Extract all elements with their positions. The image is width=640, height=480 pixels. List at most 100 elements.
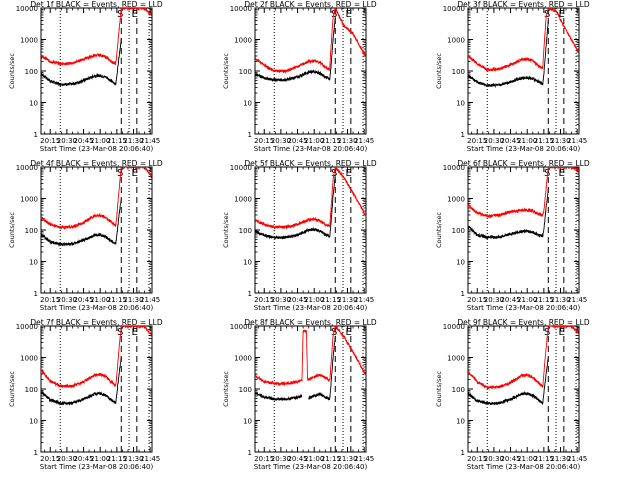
x-tick-label: 20:30 [271,137,291,145]
y-tick-label: 1000 [20,196,38,204]
y-tick-label: 10 [243,259,252,267]
y-tick-label: 10 [29,100,38,108]
y-tick-label: 1000 [234,196,252,204]
marker-label-e: E [131,9,137,20]
x-tick-label: 20:30 [57,455,77,463]
series-traces [41,167,152,248]
x-tick-label: 21:00 [517,296,537,304]
y-tick-label: 10 [29,418,38,426]
y-tick-label: 1 [461,131,465,139]
panel-det-5: 1 10 100 1000 10000 20:1520:3020:4521:0021:15… [222,159,377,312]
series-line-lld [468,8,579,72]
y-axis-label: Counts/sec [8,212,16,248]
y-tick-label: 1 [461,449,465,457]
plot-frame [467,166,580,294]
marker-label-e: E [131,327,137,338]
y-tick-label: 10 [243,418,252,426]
series-line-lld [468,326,579,390]
marker-label-s: S [544,327,550,338]
series-line-events [41,38,122,88]
marker-lines [486,326,577,452]
x-tick-label: 21:00 [304,455,324,463]
y-tick-label: 1 [34,449,38,457]
y-tick-label: 100 [452,68,465,76]
x-tick-label: 21:30 [550,296,570,304]
x-tick-label: 21:15 [321,137,341,145]
y-tick-label: 1 [34,290,38,298]
series-line-events [255,335,336,402]
x-tick-label: 21:30 [550,455,570,463]
panel-det-4: 1 10 100 1000 10000 20:1520:3020:4521:0021:15… [8,159,163,312]
panel-title: Det 7f BLACK = Events, RED = LLD [30,318,163,327]
y-tick-label: 10 [243,100,252,108]
marker-lines [273,167,364,293]
y-tick-label: 10000 [16,164,38,172]
y-tick-label: 100 [25,227,38,235]
y-tick-label: 10000 [443,5,465,13]
x-tick-label: 20:30 [271,455,291,463]
x-tick-label: 20:15 [467,137,487,145]
y-tick-label: 100 [25,386,38,394]
x-tick-label: 21:45 [140,137,160,145]
y-axis-label: Counts/sec [8,53,16,89]
x-tick-label: 21:15 [107,137,127,145]
panel-det-9: 1 10 100 1000 10000 20:1520:3020:4521:0021:15… [435,318,590,471]
series-line-lld [41,326,152,389]
y-tick-label: 100 [239,386,252,394]
y-tick-label: 1000 [447,37,465,45]
x-tick-label: 21:00 [90,296,110,304]
x-axis-label: Start Time (23-Mar-08 20:06:40) [467,145,581,153]
x-tick-label: 21:15 [534,137,554,145]
x-tick-label: 20:45 [500,455,520,463]
y-tick-label: 10000 [443,164,465,172]
y-tick-label: 1000 [20,37,38,45]
x-tick-label: 20:30 [57,296,77,304]
marker-label-s: S [117,9,123,20]
marker-lines [59,8,150,134]
series-traces [255,167,366,240]
y-tick-label: 1 [461,290,465,298]
x-axis-label: Start Time (23-Mar-08 20:06:40) [40,463,154,471]
marker-label-s: S [117,327,123,338]
x-tick-label: 21:30 [337,296,357,304]
y-axis-label: Counts/sec [435,371,443,407]
y-tick-label: 100 [239,68,252,76]
y-tick-label: 1 [34,131,38,139]
x-tick-label: 20:45 [73,296,93,304]
x-tick-label: 21:45 [567,296,587,304]
marker-lines [59,167,150,293]
x-tick-label: 21:00 [90,137,110,145]
x-tick-label: 21:00 [517,137,537,145]
y-axis-label: Counts/sec [435,53,443,89]
x-tick-label: 20:15 [40,137,60,145]
panel-title: Det 1f BLACK = Events, RED = LLD [30,0,163,9]
x-axis-label: Start Time (23-Mar-08 20:06:40) [40,304,154,312]
series-line-events [468,187,549,240]
x-axis-label: Start Time (23-Mar-08 20:06:40) [254,463,368,471]
x-tick-label: 20:15 [467,296,487,304]
x-tick-label: 21:45 [567,137,587,145]
y-axis-label: Counts/sec [8,371,16,407]
x-tick-label: 21:30 [123,296,143,304]
marker-label-e: E [558,168,564,179]
x-tick-label: 21:30 [337,137,357,145]
marker-lines [273,8,364,134]
marker-lines [486,8,577,134]
x-tick-label: 21:45 [567,455,587,463]
x-tick-label: 21:00 [517,455,537,463]
panel-title: Det 9f BLACK = Events, RED = LLD [457,318,590,327]
series-line-lld [255,326,366,387]
marker-label-e: E [345,327,351,338]
series-line-events [468,357,549,406]
series-line-lld [41,167,152,231]
series-traces [41,8,152,88]
x-tick-label: 21:30 [123,455,143,463]
panel-title: Det 8f BLACK = Events, RED = LLD [244,318,377,327]
x-axis-label: Start Time (23-Mar-08 20:06:40) [254,145,368,153]
x-tick-label: 20:15 [254,137,274,145]
x-tick-label: 20:45 [500,296,520,304]
x-tick-label: 21:00 [90,455,110,463]
series-line-lld [468,167,579,219]
x-axis-label: Start Time (23-Mar-08 20:06:40) [467,304,581,312]
y-tick-label: 100 [25,68,38,76]
